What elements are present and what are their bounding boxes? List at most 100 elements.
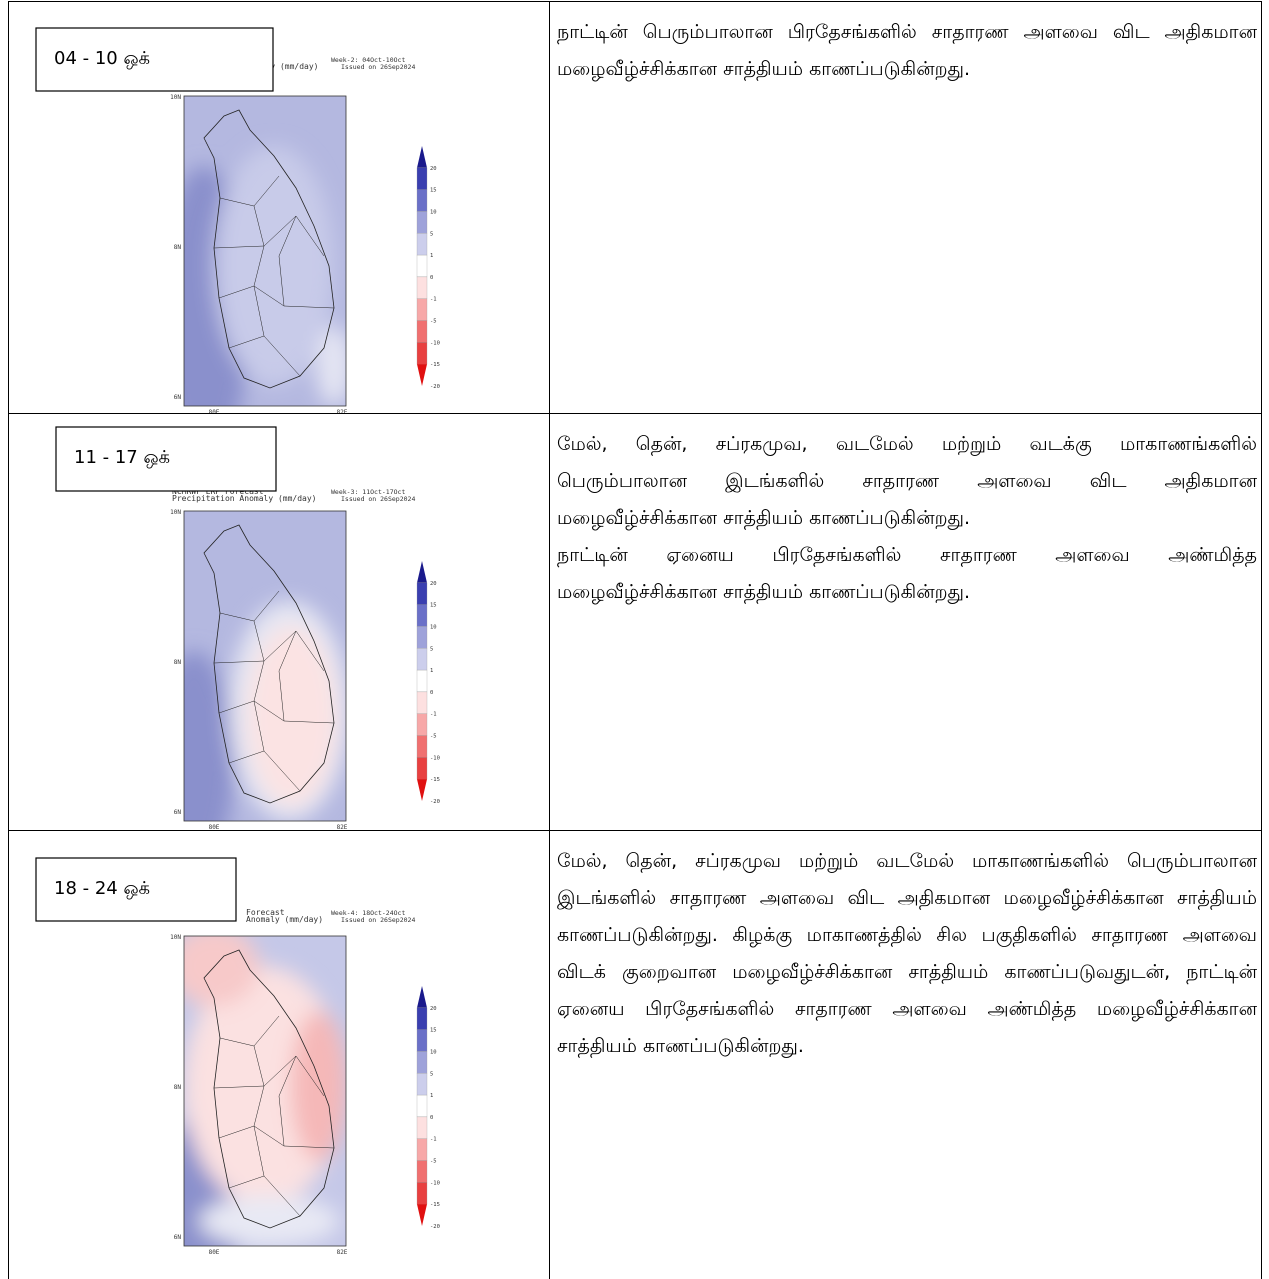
- colorbar-segment: [417, 779, 427, 801]
- colorbar-label: 15: [430, 188, 437, 194]
- image-cell: Precipitation Anomaly (mm/day)Week-2: 04…: [9, 2, 550, 416]
- frame-border: [183, 935, 347, 1247]
- colorbar-label: 10: [430, 209, 437, 215]
- map-frame: [183, 510, 347, 822]
- colorbar-segment: [417, 1204, 427, 1226]
- colorbar-label: -1: [430, 1137, 437, 1143]
- colorbar-segment: [416, 298, 428, 321]
- lon-label: 82E: [337, 409, 348, 415]
- table-row: Precipitation Anomaly (mm/day)Week-2: 04…: [8, 1, 1262, 416]
- colorbar-segment: [416, 604, 428, 627]
- colorbar-segment: [416, 167, 428, 190]
- colorbar-label: -5: [430, 319, 437, 325]
- colorbar-label: 0: [430, 275, 433, 281]
- colorbar-label: -10: [430, 340, 440, 346]
- lon-label: 80E: [209, 824, 220, 831]
- lat-label: 10N: [170, 934, 181, 941]
- image-cell: Forecast Anomaly (mm/day) Week-4: 18Oct-24…: [9, 831, 550, 1279]
- forecast-text: நாட்டின் ஏனைய பிரதேசங்களில் சாதாரண அளவை …: [557, 544, 1257, 603]
- colorbar-label: -15: [430, 362, 440, 368]
- colorbar-segment: [416, 1138, 428, 1161]
- forecast-text: மேல், தென், சப்ரகமுவ மற்றும் வடமேல் மாகா…: [557, 850, 1257, 1057]
- colorbar-segment: [416, 233, 428, 256]
- colorbar-segment: [416, 1182, 428, 1205]
- colorbar-label: -15: [430, 777, 440, 783]
- colorbar-label: 5: [430, 231, 433, 237]
- colorbar-label: -20: [430, 384, 440, 390]
- colorbar-segment: [416, 320, 428, 343]
- colorbar-label: -1: [430, 712, 437, 718]
- period-label: 18 - 24 ஒக்: [54, 878, 150, 899]
- colorbar-segment: [416, 735, 428, 758]
- image-cell: NCMRWF ERP ForecastPrecipitation Anomaly…: [9, 414, 550, 831]
- colorbar-segment: [416, 189, 428, 212]
- anomaly-region: [184, 651, 234, 821]
- district-lines: [213, 590, 335, 792]
- colorbar-label: 1: [430, 668, 433, 674]
- district-lines: [213, 1015, 335, 1217]
- period-box: [35, 27, 274, 92]
- map-frame: [183, 95, 347, 407]
- colorbar-segment: [416, 342, 428, 365]
- map-header: Week-3: 11Oct-17Oct: [331, 488, 405, 496]
- colorbar-segment: [416, 1094, 428, 1118]
- anomaly-region: [199, 1196, 339, 1246]
- colorbar-label: -5: [430, 734, 437, 740]
- lon-label: 82E: [337, 824, 348, 831]
- colorbar-label: 0: [430, 690, 433, 696]
- period-box: [55, 426, 277, 492]
- anomaly-region: [214, 146, 334, 386]
- anomaly-region: [184, 936, 259, 1006]
- colorbar-label: 5: [430, 1071, 433, 1077]
- table-row: NCMRWF ERP ForecastPrecipitation Anomaly…: [8, 413, 1262, 831]
- map-fill: [184, 511, 346, 821]
- anomaly-region: [316, 326, 346, 406]
- lat-label: 10N: [170, 509, 181, 516]
- colorbar-segment: [416, 1051, 428, 1074]
- lon-label: 80E: [209, 1249, 220, 1256]
- anomaly: [184, 146, 346, 406]
- map-header: Issued on 26Sep2024: [341, 916, 415, 924]
- colorbar-label: 0: [430, 1115, 433, 1121]
- colorbar-label: 15: [430, 1028, 437, 1034]
- anomaly: [184, 601, 346, 821]
- forecast-map: Precipitation Anomaly (mm/day)Week-2: 04…: [35, 27, 440, 416]
- lon-label: 82E: [337, 1249, 348, 1256]
- lat-label: 10N: [170, 94, 181, 101]
- colorbar-segment: [416, 691, 428, 714]
- map-header: Week-4: 18Oct-24Oct: [331, 909, 405, 917]
- lat-label: 6N: [174, 809, 182, 816]
- map-header: Forecast: [246, 908, 285, 917]
- colorbar-segment: [416, 254, 428, 278]
- colorbar-label: 20: [430, 581, 437, 587]
- anomaly-region: [247, 626, 337, 806]
- colorbar-label: -10: [430, 1180, 440, 1186]
- colorbar-label: 10: [430, 624, 437, 630]
- frame-border: [183, 510, 347, 822]
- period-label: 04 - 10 ஒக்: [54, 48, 150, 69]
- anomaly-region: [291, 1011, 346, 1161]
- map-fill: [184, 936, 346, 1246]
- map-frame: [183, 935, 347, 1247]
- colorbar-segment: [416, 582, 428, 605]
- colorbar-label: 20: [430, 166, 437, 172]
- colorbar-label: 1: [430, 1093, 433, 1099]
- colorbar-label: -15: [430, 1202, 440, 1208]
- lat-label: 8N: [174, 1084, 182, 1091]
- colorbar-label: 5: [430, 646, 433, 652]
- colorbar-segment: [416, 211, 428, 234]
- colorbar-segment: [417, 364, 427, 386]
- colorbar-label: 1: [430, 253, 433, 259]
- colorbar-label: -5: [430, 1159, 437, 1165]
- colorbar-segment: [417, 986, 427, 1008]
- colorbar-label: 15: [430, 603, 437, 609]
- colorbar-segment: [416, 669, 428, 693]
- colorbar-segment: [417, 146, 427, 168]
- colorbar-segment: [416, 1007, 428, 1030]
- district-lines: [213, 175, 335, 377]
- lat-label: 6N: [174, 1234, 182, 1241]
- map-header: Issued on 26Sep2024: [341, 495, 415, 503]
- colorbar-label: 10: [430, 1049, 437, 1055]
- period-box: [35, 857, 237, 922]
- map-header: Issued on 26Sep2024: [341, 63, 415, 71]
